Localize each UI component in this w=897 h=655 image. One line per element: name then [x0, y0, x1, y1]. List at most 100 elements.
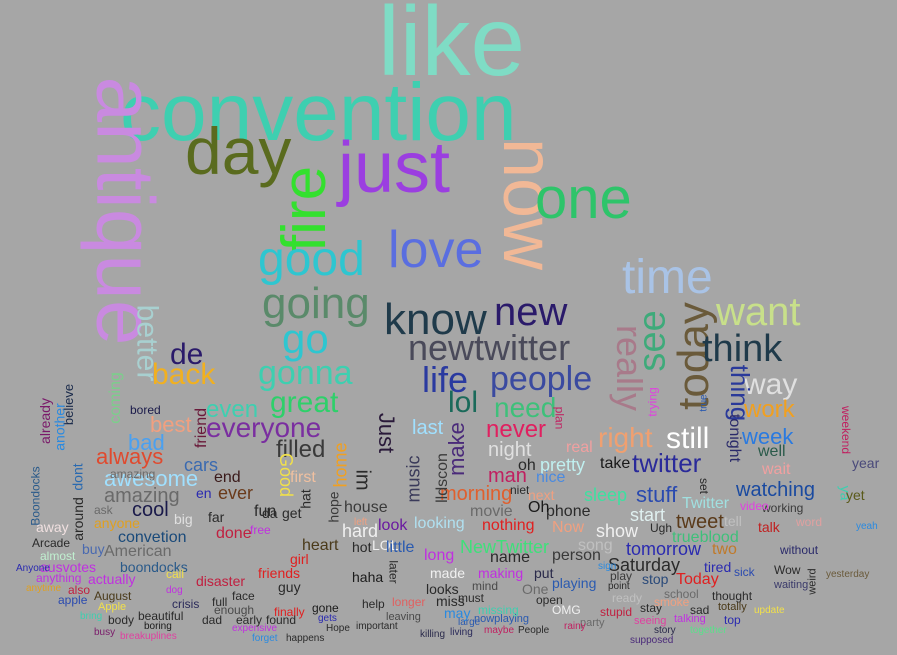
word: heart — [302, 537, 339, 554]
word: think — [702, 328, 783, 370]
word: finally — [274, 605, 305, 619]
word: real — [566, 439, 593, 456]
word: ready — [612, 591, 643, 605]
word: weekend — [839, 405, 854, 455]
word: right — [598, 422, 653, 453]
word: morning — [440, 483, 513, 505]
word: never — [486, 416, 547, 443]
word: next — [528, 487, 555, 503]
word: busy — [94, 627, 116, 638]
word: Ugh — [650, 521, 673, 535]
word: long — [424, 547, 455, 564]
word: nowplaying — [474, 613, 530, 625]
word: weird — [806, 568, 819, 595]
word: totally — [718, 601, 747, 613]
word: full — [212, 595, 228, 609]
word: miss — [436, 593, 465, 609]
word: party — [580, 617, 605, 629]
word: forget — [252, 633, 278, 644]
word: NewTwitter — [460, 537, 550, 557]
word: newtwitter — [408, 327, 571, 368]
word: call — [166, 567, 185, 581]
word: day — [185, 114, 292, 188]
word: know — [384, 295, 487, 344]
word: disaster — [196, 573, 246, 589]
word: looks — [426, 581, 459, 597]
word: buy — [82, 541, 105, 557]
word: just — [338, 128, 451, 208]
word: enough — [214, 603, 255, 617]
word: everyone — [206, 412, 322, 443]
word: cool — [132, 499, 169, 521]
word: amazing — [110, 467, 156, 481]
word: plan — [552, 406, 567, 430]
word: great — [270, 386, 339, 419]
word: Now — [552, 519, 585, 536]
word: big — [174, 511, 193, 527]
word: large — [458, 617, 481, 628]
word: ask — [94, 503, 113, 517]
word: trying — [645, 387, 660, 417]
word: go — [282, 315, 329, 362]
word: anyone — [94, 515, 140, 531]
word: tired — [704, 559, 732, 575]
word: song — [578, 537, 613, 554]
word: still — [666, 422, 710, 455]
word: ausvotes — [40, 559, 97, 575]
word: convetion — [118, 529, 187, 546]
word: watching — [736, 479, 815, 501]
word: cars — [184, 455, 219, 475]
word: people — [490, 360, 593, 398]
word: want — [716, 290, 801, 334]
word: Apple — [98, 601, 127, 613]
word: stay — [640, 601, 663, 615]
word: one — [535, 166, 632, 231]
word: show — [596, 521, 639, 541]
word: expensive — [232, 623, 278, 634]
word: found — [266, 613, 297, 627]
word: Today — [676, 571, 719, 588]
word: bring — [80, 611, 103, 622]
word: dog — [166, 585, 183, 596]
word: working — [762, 501, 804, 515]
word: supposed — [630, 635, 674, 646]
word: tell — [724, 513, 742, 529]
word: story — [654, 625, 676, 636]
word: true — [698, 394, 710, 412]
word: need — [494, 392, 557, 423]
word: yesterday — [826, 569, 870, 580]
word: hard — [342, 521, 379, 541]
word: another — [51, 403, 68, 451]
word: actually — [88, 571, 136, 587]
word: nice — [536, 469, 566, 486]
word: boring — [144, 621, 172, 632]
word: little — [386, 539, 415, 556]
word: time — [622, 251, 713, 304]
word: living — [450, 627, 473, 638]
word: Saturday — [608, 555, 681, 575]
word: may — [444, 605, 471, 621]
word: hat — [297, 489, 314, 509]
word: boondocks — [120, 559, 188, 575]
word: almost — [40, 549, 76, 563]
word: hope — [325, 491, 342, 523]
word: away — [36, 519, 69, 535]
word: end — [214, 469, 241, 486]
word: also — [68, 583, 91, 597]
word: en — [196, 485, 212, 501]
word: top — [724, 613, 741, 627]
word: friends — [258, 565, 301, 581]
word: tweet — [676, 511, 724, 533]
word: friend — [193, 407, 211, 449]
word: longer — [392, 595, 426, 609]
word: de — [170, 338, 204, 371]
word: lldscon — [433, 453, 451, 503]
word: waiting — [774, 579, 809, 591]
word: even — [206, 396, 259, 423]
word: start — [630, 505, 666, 525]
word: take — [600, 455, 631, 472]
word: mind — [472, 579, 499, 593]
word: already — [36, 398, 53, 444]
word: maybe — [484, 625, 515, 636]
word: beautiful — [138, 609, 184, 623]
